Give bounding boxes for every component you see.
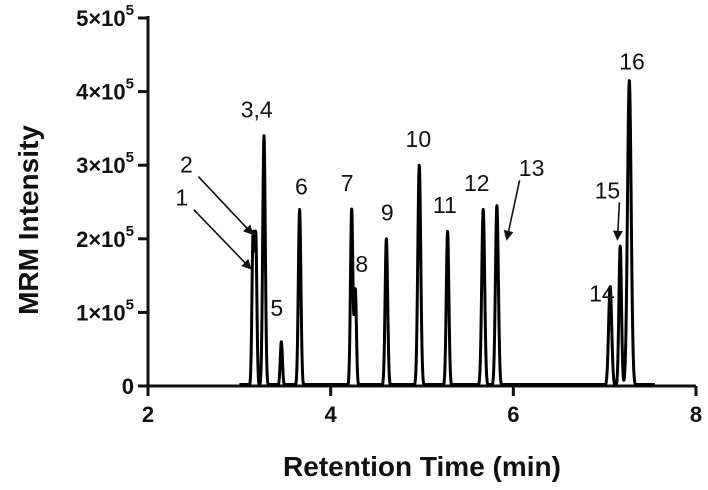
peak-arrow — [193, 209, 252, 270]
peak-label: 3,4 — [241, 96, 273, 122]
peak-label: 9 — [381, 199, 394, 225]
y-tick-label: 2×105 — [76, 223, 134, 252]
peak-arrow — [612, 202, 623, 241]
y-tick-label: 1×105 — [76, 296, 134, 325]
y-tick-exponent: 5 — [126, 76, 134, 93]
y-tick-exponent: 5 — [126, 149, 134, 166]
peak-label: 7 — [341, 170, 354, 196]
peak-label: 13 — [519, 155, 545, 181]
y-tick-mantissa: 4×10 — [76, 80, 126, 105]
y-tick-exponent: 5 — [126, 2, 134, 19]
x-axis-label: Retention Time (min) — [283, 451, 561, 482]
y-tick-label: 4×105 — [76, 76, 134, 105]
peak-label: 1 — [175, 185, 188, 211]
y-axis-label: MRM Intensity — [13, 125, 44, 315]
chromatogram-trace — [238, 79, 657, 386]
y-tick-exponent: 5 — [126, 296, 134, 313]
y-tick-mantissa: 0 — [122, 374, 134, 399]
peak-arrow — [503, 180, 521, 241]
peak-label: 15 — [595, 177, 621, 203]
y-tick-label: 0 — [122, 374, 134, 399]
peak-label: 5 — [270, 295, 283, 321]
y-tick-exponent: 5 — [126, 223, 134, 240]
y-tick-mantissa: 1×10 — [76, 300, 126, 325]
peak-arrow — [197, 176, 254, 236]
y-tick-label: 5×105 — [76, 2, 134, 31]
x-tick-label: 4 — [325, 402, 338, 427]
trace-layer — [238, 79, 657, 386]
x-tick-label: 8 — [690, 402, 702, 427]
peak-label: 11 — [433, 192, 457, 218]
peak-label: 10 — [406, 126, 432, 152]
peak-label: 12 — [464, 170, 490, 196]
x-tick-label: 2 — [142, 402, 154, 427]
peak-label: 16 — [619, 49, 645, 75]
y-tick-label: 3×105 — [76, 149, 134, 178]
peak-label: 8 — [355, 251, 368, 277]
y-tick-mantissa: 2×10 — [76, 227, 126, 252]
peak-label: 2 — [180, 152, 193, 178]
peak-label: 14 — [589, 280, 615, 306]
y-tick-mantissa: 5×10 — [76, 6, 126, 31]
y-tick-mantissa: 3×10 — [76, 153, 126, 178]
x-tick-label: 6 — [507, 402, 519, 427]
peak-label: 6 — [295, 174, 308, 200]
